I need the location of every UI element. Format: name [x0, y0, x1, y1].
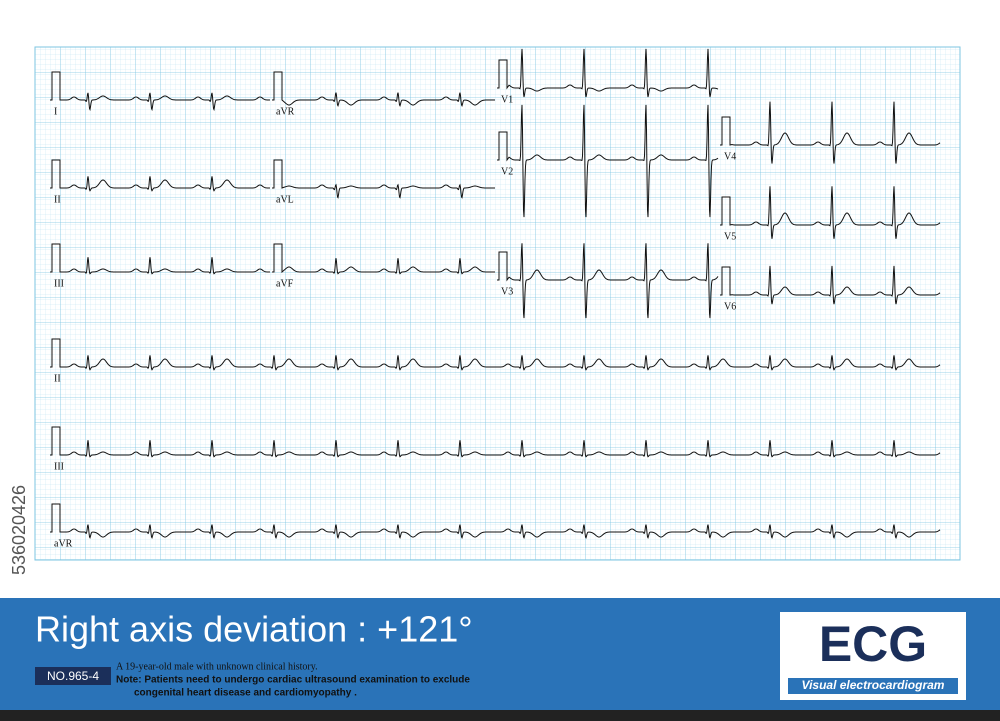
- lead-label: II: [54, 373, 61, 384]
- logo-tagline-bar: [788, 678, 958, 694]
- ecg-trace: [272, 159, 495, 199]
- ecg-trace: [272, 243, 495, 275]
- lead-label: aVR: [54, 538, 73, 549]
- ecg-trace: [50, 71, 270, 112]
- watermark: 536020426: [9, 485, 29, 575]
- lead-label: aVL: [276, 194, 294, 205]
- ecg-trace: [272, 71, 495, 107]
- lead-label: V3: [501, 286, 513, 297]
- lead-label: V6: [724, 301, 736, 312]
- lead-label: III: [54, 461, 64, 472]
- ecg-trace: [50, 426, 941, 458]
- ecg-trace: [720, 265, 941, 305]
- lead-label: II: [54, 194, 61, 205]
- logo-tagline: Visual electrocardiogram: [802, 678, 945, 692]
- note-line: Note: Patients need to undergo cardiac u…: [116, 675, 470, 686]
- ecg-trace: [497, 48, 719, 98]
- ecg-trace: [720, 186, 941, 239]
- lead-label: I: [54, 106, 57, 117]
- ecg-trace: [497, 104, 719, 218]
- lead-label: III: [54, 278, 64, 289]
- bottom-strip: [0, 710, 1000, 721]
- ecg-grid: [34, 46, 961, 561]
- case-number: NO.965-4: [47, 669, 99, 683]
- ecg-trace: [50, 503, 941, 539]
- ecg-trace: [50, 243, 270, 275]
- lead-label: V4: [724, 151, 736, 162]
- ecg-trace: [720, 101, 941, 164]
- number-badge: [35, 667, 111, 685]
- ecg-trace: [50, 338, 941, 371]
- ecg-trace: [497, 243, 719, 319]
- banner-title: Right axis deviation : +121°: [35, 609, 473, 650]
- lead-label: V1: [501, 94, 513, 105]
- ecg-trace: [50, 159, 270, 192]
- logo-name: ECG: [819, 616, 927, 672]
- lead-label: aVR: [276, 106, 295, 117]
- note-line: congenital heart disease and cardiomyopa…: [134, 688, 357, 699]
- lead-label: V2: [501, 166, 513, 177]
- history: A 19-year-old male with unknown clinical…: [116, 661, 318, 672]
- lead-label: V5: [724, 231, 736, 242]
- lead-label: aVF: [276, 278, 294, 289]
